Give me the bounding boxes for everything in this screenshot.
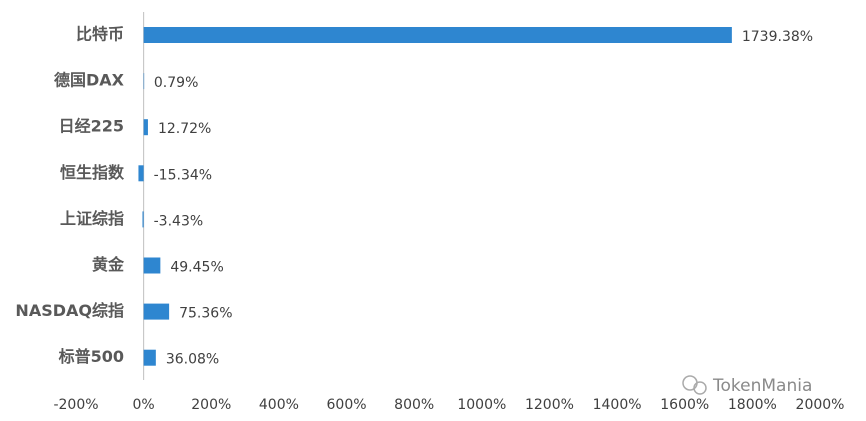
- category-label: 上证综指: [60, 209, 124, 228]
- category-label: 德国DAX: [54, 71, 125, 90]
- bar: [143, 119, 148, 136]
- bar: [143, 303, 170, 320]
- x-tick-label: 1600%: [660, 397, 709, 413]
- category-label: 恒生指数: [60, 163, 125, 182]
- bar: [143, 349, 156, 366]
- bar: [138, 165, 144, 182]
- data-label: 1739.38%: [742, 29, 813, 45]
- category-label: 黄金: [92, 255, 125, 274]
- data-label: 36.08%: [166, 352, 219, 368]
- watermark-icon: [693, 381, 707, 395]
- x-tick-label: 2000%: [796, 397, 845, 413]
- category-label: 比特币: [76, 25, 124, 44]
- data-label: 0.79%: [154, 75, 198, 91]
- x-tick-label: 400%: [259, 397, 299, 413]
- x-tick-label: 1200%: [525, 397, 574, 413]
- x-tick-label: 600%: [327, 397, 367, 413]
- bar: [142, 211, 144, 228]
- data-label: -15.34%: [154, 167, 212, 183]
- x-tick-label: 0%: [133, 397, 155, 413]
- x-tick-label: 800%: [394, 397, 434, 413]
- bar: [143, 27, 732, 43]
- x-tick-label: 1400%: [593, 397, 642, 413]
- data-label: 49.45%: [170, 260, 223, 276]
- x-tick-label: 200%: [191, 397, 231, 413]
- x-tick-label: -200%: [53, 397, 98, 413]
- watermark: TokenMania: [712, 376, 812, 396]
- data-label: 12.72%: [158, 121, 211, 137]
- x-tick-label: 1800%: [728, 397, 777, 413]
- x-tick-label: 1000%: [457, 397, 506, 413]
- bar: [143, 73, 145, 90]
- category-label: 标普500: [58, 347, 124, 366]
- data-label: 75.36%: [179, 306, 232, 322]
- category-label: NASDAQ综指: [15, 301, 124, 320]
- category-label: 日经225: [59, 117, 124, 136]
- data-label: -3.43%: [154, 213, 204, 229]
- watermark-group: TokenMania: [682, 375, 812, 396]
- bar: [143, 257, 161, 274]
